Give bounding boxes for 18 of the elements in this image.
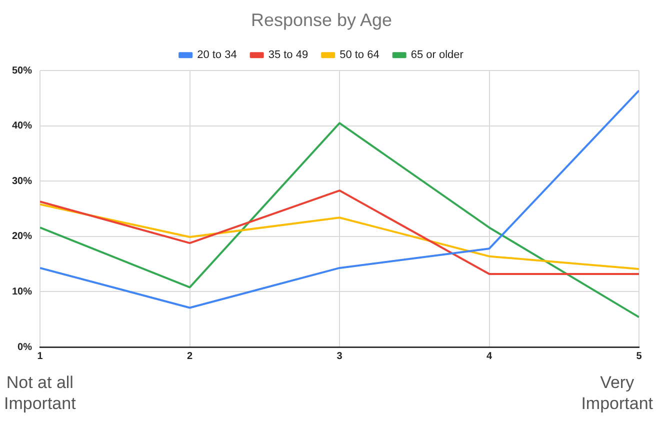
y-tick-label: 40% [12,120,32,132]
x-tick-label: 5 [636,350,642,362]
legend-label: 20 to 34 [197,49,237,62]
x-tick-label: 1 [37,350,44,362]
y-tick-label: 10% [12,286,32,298]
text: Very Important [581,372,653,414]
legend-label: 65 or older [410,49,464,62]
x-tick-label: 3 [336,350,343,362]
x-tick-label: 4 [486,350,492,362]
legend-label: 50 to 64 [340,49,380,62]
y-tick-label: 30% [12,176,32,187]
y-tick-label: 20% [12,231,32,242]
chart-title: Response by Age [250,10,392,30]
x-tick-label: 2 [186,350,193,362]
legend-label: 35 to 49 [268,49,308,62]
y-tick-label: 50% [12,65,32,76]
y-tick-label: 0% [18,342,32,353]
text: Not at all Important [4,372,76,414]
